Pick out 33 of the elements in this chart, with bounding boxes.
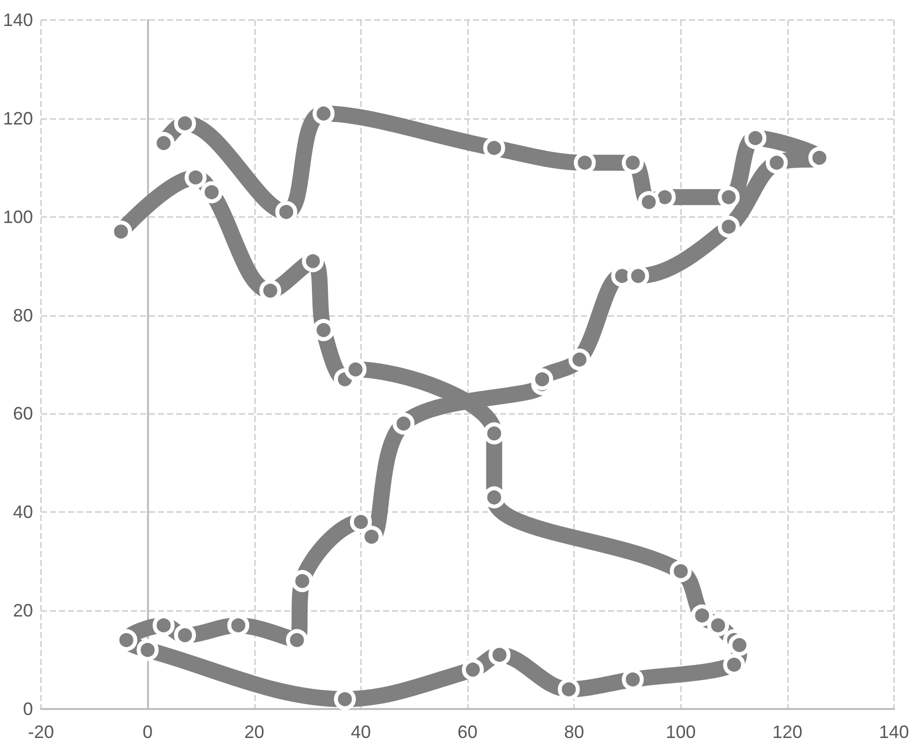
x-tick-label: 100 [666, 722, 696, 742]
point [670, 560, 692, 582]
x-tick-label: 140 [878, 722, 910, 742]
x-tick-label: 20 [244, 722, 264, 742]
y-tick-label: 20 [13, 600, 34, 621]
y-tick-label: 0 [23, 699, 34, 719]
point [558, 678, 580, 700]
point [691, 604, 714, 626]
point [136, 638, 159, 661]
x-tick-label: 80 [564, 722, 584, 742]
x-tick-label: 60 [458, 722, 478, 742]
point [350, 510, 372, 533]
point [462, 658, 484, 681]
point [766, 152, 788, 174]
y-tick-label: 40 [13, 502, 34, 522]
y-tick-label: 100 [2, 206, 34, 227]
point [718, 216, 740, 238]
point [483, 136, 506, 159]
point [200, 181, 223, 204]
x-tick-label: 0 [142, 722, 153, 742]
y-tick-label: 140 [2, 10, 34, 30]
y-tick-label: 60 [13, 404, 34, 424]
point [723, 654, 746, 676]
point [291, 570, 314, 592]
point [312, 319, 335, 342]
x-tick-label: 120 [772, 722, 802, 742]
y-tick-label: 80 [13, 305, 34, 326]
x-tick-label: -20 [28, 722, 54, 742]
point [568, 348, 590, 371]
point [392, 412, 415, 435]
point [707, 614, 730, 636]
y-tick-label: 120 [2, 108, 34, 128]
x-tick-label: 40 [350, 722, 371, 742]
